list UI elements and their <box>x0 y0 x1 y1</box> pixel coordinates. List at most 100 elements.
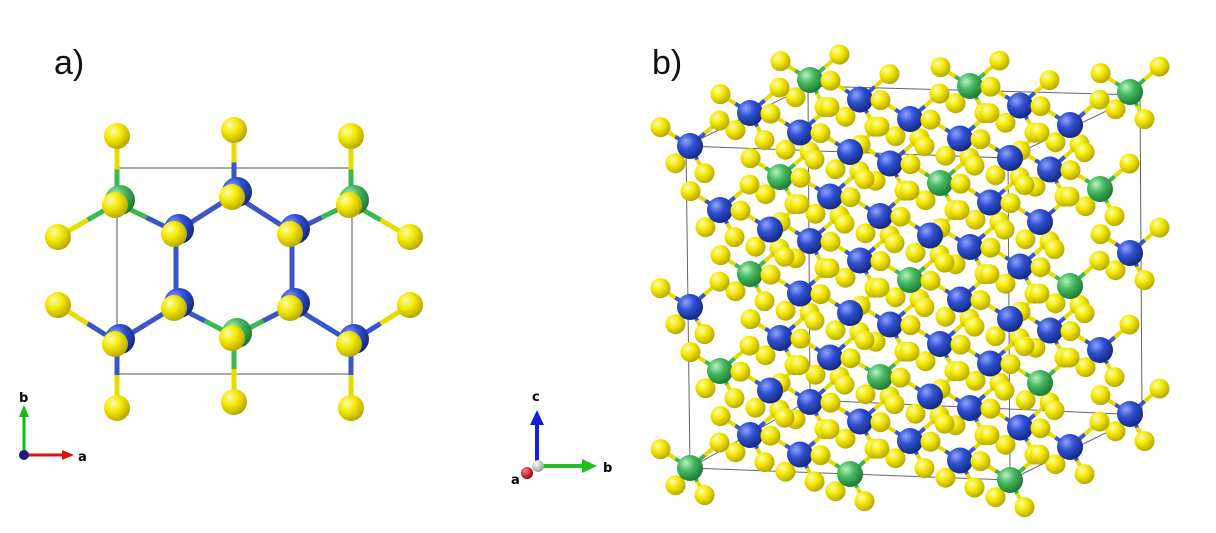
sulfur-atom <box>1014 175 1035 196</box>
sulfur-atom <box>724 388 745 409</box>
sulfur-atom <box>970 129 991 150</box>
sulfur-atom <box>725 442 746 463</box>
sulfur-atom <box>221 389 247 415</box>
sulfur-atom <box>964 155 985 176</box>
blue-atom <box>847 408 873 435</box>
sulfur-atom <box>1074 142 1095 163</box>
sulfur-atom <box>989 50 1010 71</box>
blue-atom <box>737 100 763 126</box>
sulfur-atom <box>804 471 825 492</box>
sulfur-atom <box>1105 99 1126 120</box>
sulfur-atom <box>920 109 941 130</box>
sulfur-atom <box>740 309 761 330</box>
sulfur-atom <box>805 203 826 224</box>
sulfur-atom <box>869 438 890 459</box>
sulfur-atom <box>980 76 1001 97</box>
sulfur-atom <box>760 103 781 124</box>
sulfur-atom <box>914 297 935 318</box>
sulfur-atom <box>935 145 956 166</box>
blue-atom <box>787 441 813 468</box>
sulfur-atom <box>870 90 891 111</box>
sulfur-atom <box>710 245 731 266</box>
sulfur-atom <box>161 295 187 321</box>
sulfur-atom <box>760 425 781 446</box>
sulfur-atom <box>336 192 362 218</box>
sulfur-atom <box>819 258 840 279</box>
sulfur-atom <box>900 154 921 175</box>
blue-atom <box>1027 209 1053 235</box>
sulfur-atom <box>885 448 906 469</box>
sulfur-atom <box>45 224 71 250</box>
blue-atom <box>997 145 1023 171</box>
sulfur-atom <box>219 184 245 210</box>
sulfur-atom <box>1014 336 1035 357</box>
sulfur-atom <box>1134 109 1155 130</box>
sulfur-atom <box>935 467 956 488</box>
sulfur-atom <box>1075 196 1096 217</box>
sulfur-atom <box>1045 454 1066 475</box>
sulfur-atom <box>810 445 831 466</box>
sulfur-atom <box>899 341 920 362</box>
origin-sphere <box>532 460 544 472</box>
sulfur-atom <box>1105 421 1126 442</box>
sulfur-atom <box>789 194 810 215</box>
sulfur-atom <box>755 345 776 366</box>
sulfur-atom <box>905 403 926 424</box>
sulfur-atom <box>710 84 731 105</box>
sulfur-atom <box>994 219 1015 240</box>
sulfur-atom <box>1119 153 1140 174</box>
sulfur-atom <box>1060 160 1081 181</box>
sulfur-atom <box>820 231 841 252</box>
sulfur-atom <box>1104 206 1125 227</box>
blue-atom <box>707 197 733 223</box>
sulfur-atom <box>1119 314 1140 335</box>
blue-atom <box>787 280 813 307</box>
sulfur-atom <box>890 367 911 388</box>
sulfur-atom <box>1059 347 1080 368</box>
sulfur-atom <box>754 291 775 312</box>
sulfur-atom <box>1105 260 1126 281</box>
sulfur-atom <box>694 485 715 506</box>
sulfur-atom <box>1029 444 1050 465</box>
green-atom <box>1057 273 1083 299</box>
blue-atom <box>947 286 973 313</box>
sulfur-atom <box>930 57 951 78</box>
sulfur-atom <box>790 328 811 349</box>
blue-atom <box>977 350 1003 377</box>
sulfur-atom <box>935 306 956 327</box>
sulfur-atom <box>1075 357 1096 378</box>
sulfur-atom <box>929 83 950 104</box>
sulfur-atom <box>885 287 906 308</box>
sulfur-atom <box>835 267 856 288</box>
sulfur-atom <box>1089 411 1110 432</box>
axis-label-b: b <box>603 461 612 476</box>
blue-atom <box>1117 401 1143 427</box>
sulfur-atom <box>104 123 130 149</box>
blue-atom <box>787 119 813 146</box>
sulfur-atom <box>680 181 701 202</box>
sulfur-atom <box>775 461 796 482</box>
sulfur-atom <box>785 87 806 108</box>
sulfur-atom <box>709 271 730 292</box>
panel-a-structure <box>45 117 423 421</box>
sulfur-atom <box>825 481 846 502</box>
sulfur-atom <box>869 116 890 137</box>
sulfur-atom <box>102 331 128 357</box>
sulfur-atom <box>840 187 861 208</box>
blue-atom <box>897 106 923 132</box>
blue-atom <box>897 428 923 454</box>
sulfur-atom <box>835 428 856 449</box>
sulfur-atom <box>1134 270 1155 291</box>
blue-atom <box>977 189 1003 216</box>
sulfur-atom <box>770 51 791 72</box>
sulfur-atom <box>854 169 875 190</box>
sulfur-atom <box>650 278 671 299</box>
axis-triad-b: c b a <box>511 390 612 488</box>
blue-atom <box>1087 337 1113 363</box>
a-axis-arrowhead <box>62 450 74 460</box>
sulfur-atom <box>879 64 900 85</box>
sulfur-atom <box>336 331 362 357</box>
sulfur-atom <box>104 395 130 421</box>
sulfur-atom <box>277 295 303 321</box>
sulfur-atom <box>835 106 856 127</box>
